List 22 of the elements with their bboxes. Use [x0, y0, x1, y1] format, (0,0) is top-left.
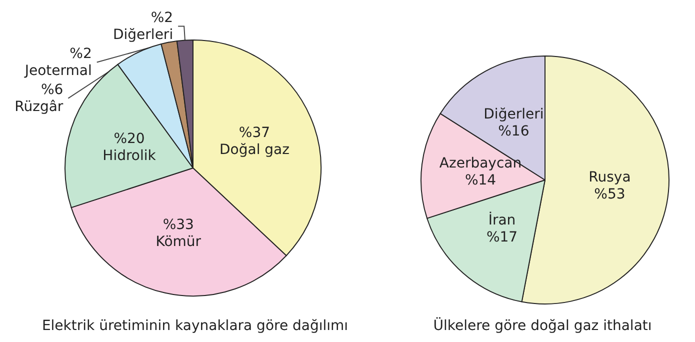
text: Ülkelere göre doğal gaz ithalatı: [433, 317, 652, 334]
slice-label: Kömür: [156, 234, 202, 250]
data-label: %6: [40, 82, 64, 98]
data-label: %14: [464, 172, 496, 188]
data-label: %2: [150, 10, 174, 26]
slice-label: Rüzgâr: [14, 98, 64, 115]
slice-label: Rusya: [588, 170, 631, 186]
slice-label: Azerbaycan: [439, 155, 522, 172]
slice-label: Jeotermal: [24, 62, 92, 79]
data-label: %17: [486, 229, 518, 246]
slice-label: İran: [488, 211, 516, 228]
data-label: %2: [70, 46, 92, 62]
slice-label: Doğal gaz: [220, 142, 290, 158]
slice-label: Diğerleri: [484, 106, 544, 123]
data-label: %37: [238, 124, 270, 141]
slice-label: Diğerleri: [113, 26, 174, 43]
text: Elektrik üretiminin kaynaklara göre dağılımı: [42, 318, 348, 334]
data-label: %20: [114, 130, 145, 147]
data-label: %16: [498, 124, 530, 140]
slice-label: Hidrolik: [102, 148, 157, 164]
data-label: %33: [162, 216, 194, 233]
data-label: %53: [594, 186, 626, 203]
